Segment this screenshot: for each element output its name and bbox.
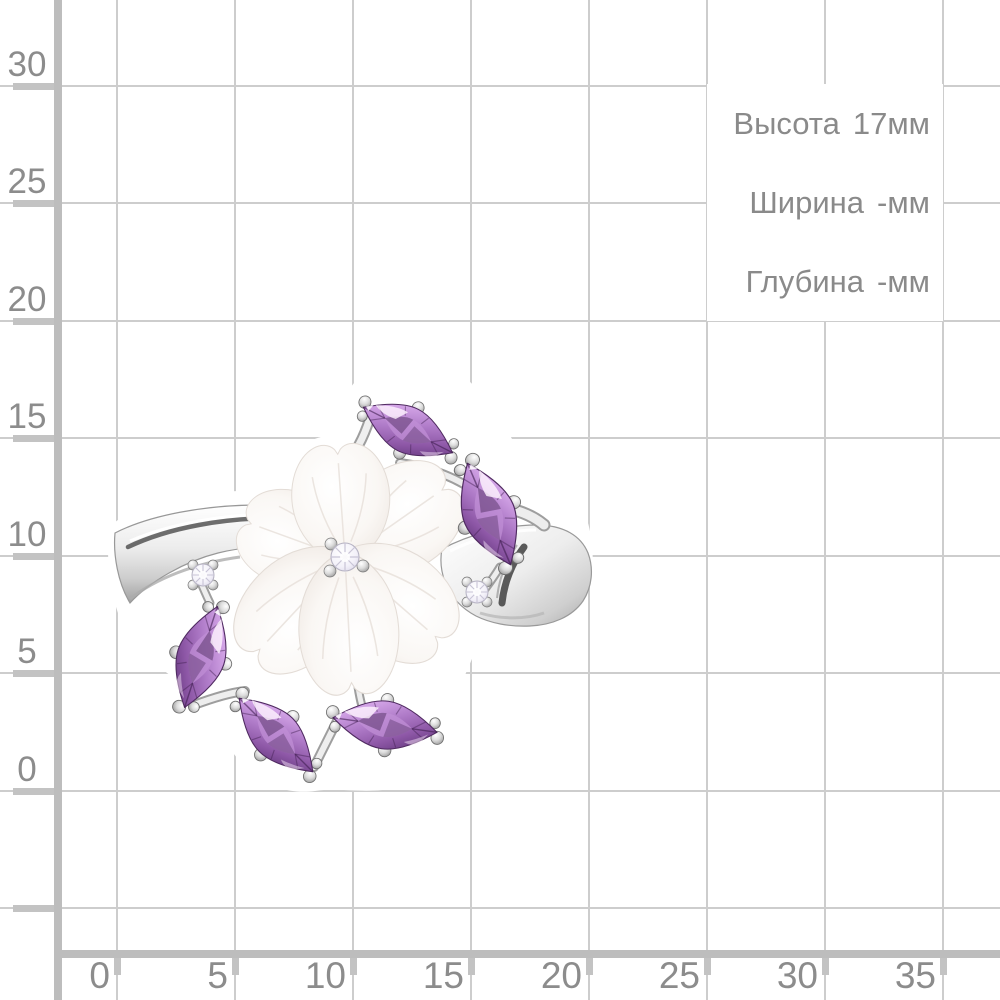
dimension-value: 17мм [852, 105, 930, 141]
y-axis-label: 20 [7, 280, 47, 319]
round-cz-right [461, 576, 493, 608]
dimensions-panel: Высота 17мм Ширина -мм Глубина -мм [707, 84, 943, 321]
x-axis-tick [232, 958, 239, 975]
dimension-row-width: Ширина -мм [707, 163, 943, 242]
x-axis-label: 10 [304, 955, 346, 996]
round-cz-left [187, 559, 219, 591]
ruler-x-axis-bar [54, 950, 1000, 958]
ring-photo [108, 359, 593, 800]
y-axis-tick [13, 435, 54, 442]
dimension-value: -мм [877, 184, 930, 220]
y-axis-tick [13, 318, 54, 325]
grid-line-horizontal [0, 320, 1000, 322]
x-axis-tick [940, 958, 947, 975]
x-axis-tick [350, 958, 357, 975]
x-axis-label: 15 [422, 955, 464, 996]
x-axis-tick [468, 958, 475, 975]
y-axis-tick [13, 788, 54, 795]
dimension-label: Высота [733, 105, 840, 141]
grid-line-horizontal [0, 790, 1000, 792]
dimension-row-height: Высота 17мм [707, 84, 943, 163]
dimension-label: Глубина [745, 263, 865, 299]
grid-line-horizontal [0, 907, 1000, 909]
y-axis-label: 5 [17, 632, 37, 671]
grid-line-vertical [942, 0, 944, 1000]
y-axis-label: 0 [17, 750, 37, 789]
grid-line-horizontal [0, 672, 1000, 674]
y-axis-tick [13, 200, 54, 207]
x-axis-label: 20 [540, 955, 582, 996]
grid-line-horizontal [0, 202, 1000, 204]
y-axis-label: 30 [7, 45, 47, 84]
x-axis-label: 35 [894, 955, 936, 996]
ruler-y-axis-bar [54, 0, 62, 1000]
y-axis-tick [13, 670, 54, 677]
y-axis-label: 25 [7, 162, 47, 201]
dimension-value: -мм [877, 263, 930, 299]
grid-line-vertical [116, 0, 118, 1000]
x-axis-label: 30 [776, 955, 818, 996]
y-axis-tick [13, 553, 54, 560]
dimension-label: Ширина [749, 184, 865, 220]
x-axis-tick [822, 958, 829, 975]
grid-line-vertical [706, 0, 708, 1000]
y-axis-tick [13, 905, 54, 912]
grid-line-vertical [588, 0, 590, 1000]
y-axis-label: 10 [7, 515, 47, 554]
x-axis-tick [586, 958, 593, 975]
grid-line-vertical [824, 0, 826, 1000]
x-axis-label: 0 [89, 955, 110, 996]
y-axis-label: 15 [7, 397, 47, 436]
x-axis-label: 25 [658, 955, 700, 996]
grid-line-horizontal [0, 85, 1000, 87]
x-axis-tick [704, 958, 711, 975]
x-axis-label: 5 [207, 955, 228, 996]
y-axis-tick [13, 83, 54, 90]
dimension-row-depth: Глубина -мм [707, 242, 943, 321]
x-axis-tick [114, 958, 121, 975]
